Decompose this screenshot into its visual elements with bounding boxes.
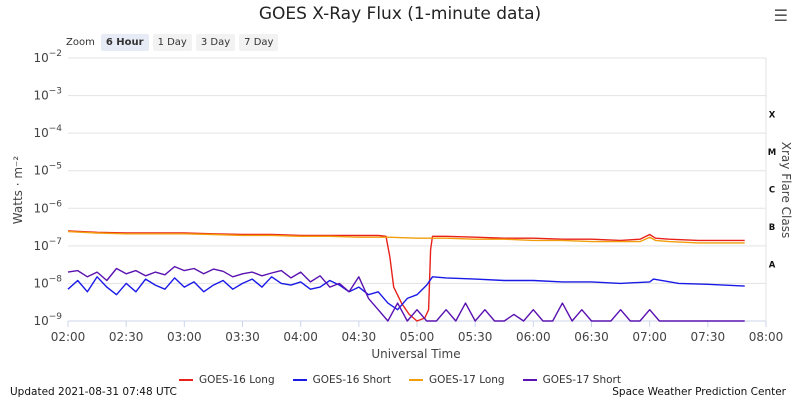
x-tick-label: 02:30 [109,330,144,344]
flare-class-label: M [768,148,776,158]
legend-label: GOES-17 Long [429,374,505,386]
y2-axis-title: Xray Flare Class [779,142,793,238]
x-axis-ticks: 02:00 02:30 03:00 03:30 04:00 04:30 05:00 05:30… [51,321,784,344]
chart-title: GOES X-Ray Flux (1-minute data) [258,4,542,24]
legend-item-goes17-short[interactable]: GOES-17 Short [522,374,621,386]
y-tick-label: 10−8 [33,274,62,290]
zoom-7-day-button[interactable]: 7 Day [239,34,279,51]
source-credit: Space Weather Prediction Center [612,386,786,398]
series-line-goes-16-short [67,276,745,311]
x-tick-label: 08:00 [749,330,784,344]
x-tick-label: 05:30 [458,330,493,344]
updated-timestamp: Updated 2021-08-31 07:48 UTC [10,386,177,398]
flare-class-label: X [769,110,776,120]
series-lines [67,230,745,322]
x-tick-label: 04:30 [342,330,377,344]
legend-label: GOES-17 Short [542,374,621,386]
legend-swatch [292,379,307,381]
x-tick-label: 07:00 [632,330,667,344]
zoom-3-day-button[interactable]: 3 Day [195,34,236,51]
series-line-goes-16-long [67,230,745,322]
zoom-1-day-button[interactable]: 1 Day [152,34,192,51]
flare-class-label: A [769,261,776,271]
y-tick-label: 10−9 [33,312,62,328]
hamburger-menu-icon[interactable]: ☰ [773,6,788,25]
series-line-goes-17-short [67,265,745,322]
y-tick-label: 10−2 [33,49,62,65]
y-tick-label: 10−3 [33,87,62,103]
y-tick-label: 10−4 [33,124,62,140]
legend-label: GOES-16 Long [199,374,275,386]
y-tick-label: 10−7 [33,237,62,253]
flare-class-label: B [769,223,775,233]
legend-swatch [522,379,537,381]
y-tick-label: 10−6 [33,199,62,215]
grid-lines [68,57,767,322]
zoom-6-hour-button[interactable]: 6 Hour [100,34,149,51]
legend-item-goes17-long[interactable]: GOES-17 Long [409,374,505,386]
zoom-label: Zoom [66,37,95,48]
legend-label: GOES-16 Short [312,374,391,386]
flare-class-label: C [769,186,775,196]
legend: GOES-16 Long GOES-16 Short GOES-17 Long … [0,374,800,386]
x-tick-label: 06:30 [574,330,609,344]
x-tick-label: 02:00 [51,330,86,344]
x-tick-label: 04:00 [283,330,318,344]
series-line-goes-17-long [67,230,745,244]
legend-swatch [409,379,423,381]
y-axis-ticks: 10−2 10−3 10−4 10−5 10−6 10−7 10−8 10−9 [33,49,62,328]
x-tick-label: 03:00 [167,330,202,344]
flare-class-labels: X M C B A [768,110,776,270]
legend-item-goes16-long[interactable]: GOES-16 Long [179,374,275,386]
x-tick-label: 07:30 [691,330,726,344]
legend-swatch [179,379,194,381]
x-tick-label: 03:30 [225,330,260,344]
x-tick-label: 06:00 [516,330,551,344]
y-tick-label: 10−5 [33,162,62,178]
zoom-controls: Zoom 6 Hour 1 Day 3 Day 7 Day [66,34,279,51]
y-axis-title: Watts · m⁻² [11,156,25,225]
x-axis-title: Universal Time [371,347,460,361]
x-tick-label: 05:00 [400,330,435,344]
legend-item-goes16-short[interactable]: GOES-16 Short [292,374,391,386]
